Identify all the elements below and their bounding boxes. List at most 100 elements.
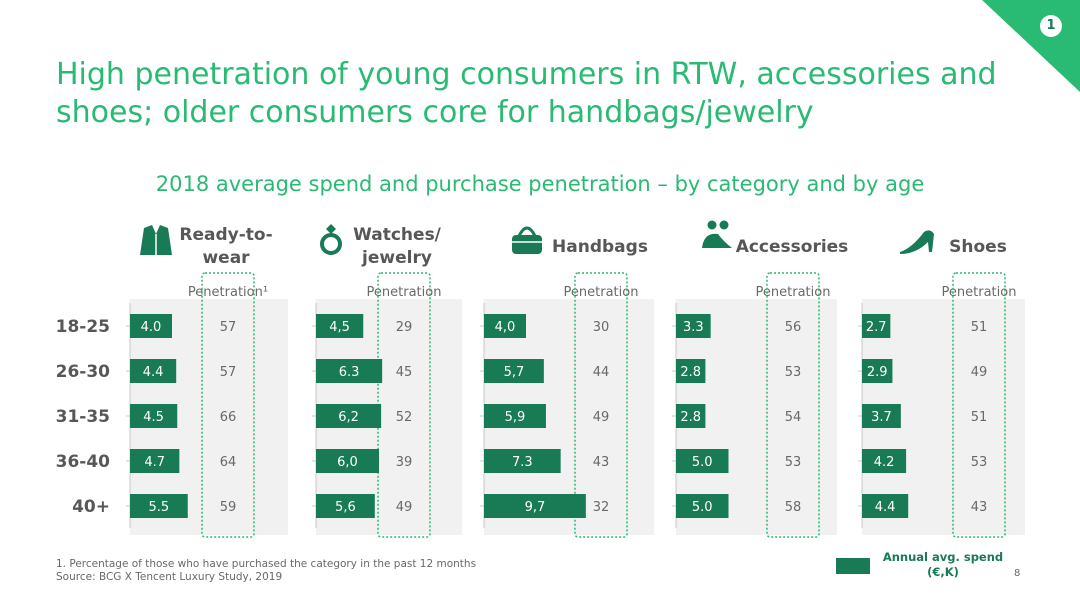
spend-label: 3.3 [683, 320, 704, 335]
spend-bar [316, 404, 382, 428]
spend-label: 5,9 [505, 410, 526, 425]
section-badge: 1 [1040, 15, 1062, 37]
spend-bar [316, 359, 383, 383]
spend-label: 6.3 [339, 365, 360, 380]
category-panel: Watches/jewelry Penetration 4,5 29 6.3 45 6,2 5… [312, 224, 462, 538]
spend-bar [862, 494, 909, 518]
penetration-value: 44 [593, 365, 610, 380]
spend-label: 4.0 [141, 320, 162, 335]
spend-bar [676, 404, 706, 428]
spend-bar [130, 359, 177, 383]
spend-label: 4,5 [329, 320, 350, 335]
spend-bar [862, 359, 893, 383]
sunglass-lens-right [719, 220, 729, 230]
penetration-header: Penetration [564, 285, 639, 300]
penetration-value: 30 [593, 320, 610, 335]
penetration-value: 51 [971, 320, 988, 335]
source-note: Source: BCG X Tencent Luxury Study, 2019 [56, 571, 283, 583]
spend-bar [130, 449, 180, 473]
penetration-value: 39 [396, 455, 413, 470]
penetration-value: 54 [785, 410, 802, 425]
penetration-value: 43 [593, 455, 610, 470]
spend-bar [676, 314, 711, 338]
category-name: Watches/ [353, 225, 442, 245]
sunglass-lens-left [707, 220, 717, 230]
spend-label: 2.8 [680, 410, 701, 425]
category-name: jewelry [361, 248, 432, 268]
spend-label: 2.8 [680, 365, 701, 380]
penetration-value: 43 [971, 500, 988, 515]
handbag-handle [517, 226, 537, 237]
penetration-value: 57 [220, 320, 237, 335]
penetration-value: 52 [396, 410, 413, 425]
penetration-value: 49 [593, 410, 610, 425]
penetration-header: Penetration [942, 285, 1017, 300]
penetration-value: 58 [785, 500, 802, 515]
legend-swatch [836, 558, 870, 574]
spend-label: 5,7 [504, 365, 525, 380]
category-name: Ready-to- [179, 225, 272, 245]
spend-label: 4.2 [874, 455, 895, 470]
penetration-highlight [952, 272, 1006, 538]
penetration-highlight [766, 272, 820, 538]
page-title: High penetration of young consumers in R… [56, 57, 997, 130]
spend-bar [862, 404, 901, 428]
spend-bar [130, 314, 172, 338]
penetration-value: 53 [785, 365, 802, 380]
spend-bar [862, 449, 907, 473]
penetration-header: Penetration¹ [188, 285, 268, 300]
category-name: wear [202, 248, 250, 268]
spend-label: 2.9 [867, 365, 888, 380]
penetration-value: 56 [785, 320, 802, 335]
footnote: 1. Percentage of those who have purchase… [56, 558, 477, 570]
penetration-value: 53 [785, 455, 802, 470]
spend-bar [316, 449, 379, 473]
penetration-highlight [201, 272, 255, 538]
penetration-value: 64 [220, 455, 237, 470]
handbag-icon [512, 235, 542, 254]
penetration-value: 32 [593, 500, 610, 515]
spend-bar [130, 404, 178, 428]
cap-sunglasses-icon [702, 233, 732, 248]
category-panel: Ready-to-wear Penetration¹ 4.0 57 4.4 57 4.5 66… [126, 225, 288, 538]
category-name: Handbags [552, 237, 648, 257]
row-label: 31-35 [56, 407, 110, 427]
penetration-value: 59 [220, 500, 237, 515]
spend-bar [862, 314, 891, 338]
spend-label: 4.4 [875, 500, 896, 515]
penetration-value: 49 [971, 365, 988, 380]
spend-bar [676, 359, 706, 383]
spend-label: 7.3 [512, 455, 533, 470]
spend-label: 6,2 [338, 410, 359, 425]
spend-bar [484, 494, 586, 518]
spend-label: 4.4 [143, 365, 164, 380]
spend-label: 6,0 [337, 455, 358, 470]
ring-icon [320, 233, 342, 255]
spend-bar [676, 449, 729, 473]
spend-bar [484, 359, 544, 383]
penetration-value: 57 [220, 365, 237, 380]
ring-gem [326, 224, 336, 234]
penetration-highlight [574, 272, 628, 538]
spend-label: 5.0 [692, 455, 713, 470]
spend-label: 4.5 [143, 410, 164, 425]
spend-bar [484, 314, 526, 338]
spend-label: 5.5 [149, 500, 170, 515]
spend-label: 2.7 [866, 320, 887, 335]
row-label: 18-25 [56, 317, 110, 337]
penetration-header: Penetration [367, 285, 442, 300]
chart-subtitle: 2018 average spend and purchase penetrat… [155, 172, 925, 196]
spend-bar [316, 494, 375, 518]
penetration-value: 49 [396, 500, 413, 515]
penetration-value: 66 [220, 410, 237, 425]
spend-bar [484, 404, 546, 428]
spend-label: 5,6 [335, 500, 356, 515]
penetration-header: Penetration [756, 285, 831, 300]
penetration-value: 53 [971, 455, 988, 470]
spend-label: 5.0 [692, 500, 713, 515]
spend-bar [676, 494, 729, 518]
spend-bar [484, 449, 561, 473]
row-label: 26-30 [56, 362, 111, 382]
category-panel: Accessories Penetration 3.3 56 2.8 53 2.8 54 5.0… [672, 220, 848, 538]
